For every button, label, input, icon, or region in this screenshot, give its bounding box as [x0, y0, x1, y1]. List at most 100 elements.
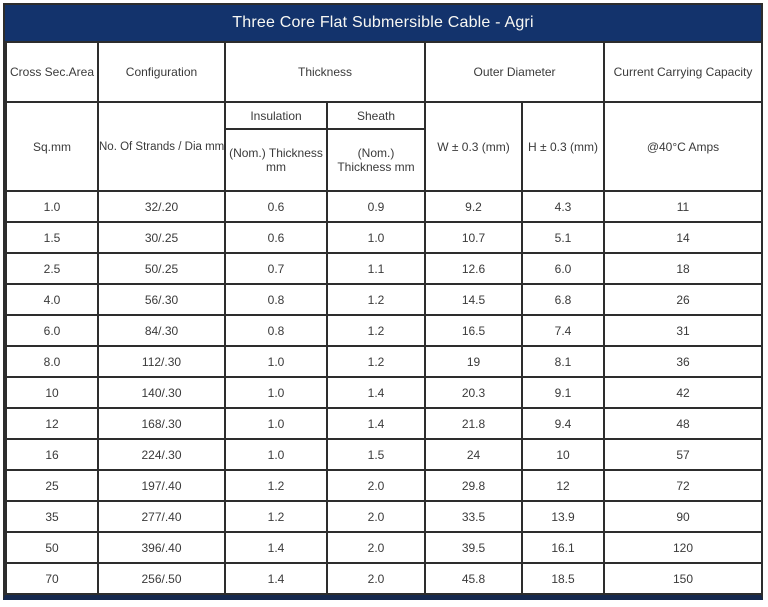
table-cell: 277/.40	[97, 500, 226, 533]
table-cell: 1.5	[5, 221, 99, 254]
table-cell: 1.4	[224, 562, 328, 595]
table-cell: 48	[603, 407, 763, 440]
table-cell: 1.0	[224, 407, 328, 440]
table-cell: 10.7	[424, 221, 523, 254]
table-cell: 112/.30	[97, 345, 226, 378]
table-cell: 32/.20	[97, 190, 226, 223]
table-cell: 35	[5, 500, 99, 533]
table-cell: 26	[603, 283, 763, 316]
table-cell: 2.0	[326, 562, 426, 595]
table-cell: 12	[521, 469, 605, 502]
table-cell: 12	[5, 407, 99, 440]
table-cell: 6.0	[521, 252, 605, 285]
table-cell: 1.0	[326, 221, 426, 254]
table-row: 16 224/.30 1.0 1.5 24 10 57	[5, 438, 763, 471]
table-cell: 6.0	[5, 314, 99, 347]
table-cell: 57	[603, 438, 763, 471]
header-height-tolerance: H ± 0.3 (mm)	[521, 101, 605, 192]
header-insulation: Insulation	[224, 101, 328, 130]
table-cell: 197/.40	[97, 469, 226, 502]
table-cell: 0.7	[224, 252, 328, 285]
table-cell: 1.0	[224, 345, 328, 378]
table-row: 4.0 56/.30 0.8 1.2 14.5 6.8 26	[5, 283, 763, 316]
header-amps: @40°C Amps	[603, 101, 763, 192]
header-row-top: Cross Sec.Area Configuration Thickness O…	[5, 41, 763, 103]
header-outer-diameter: Outer Diameter	[424, 41, 605, 103]
table-row: 70 256/.50 1.4 2.0 45.8 18.5 150	[5, 562, 763, 595]
table-cell: 14.5	[424, 283, 523, 316]
table-cell: 14	[603, 221, 763, 254]
table-cell: 16.1	[521, 531, 605, 564]
header-configuration: Configuration	[97, 41, 226, 103]
table-cell: 50/.25	[97, 252, 226, 285]
table-cell: 20.3	[424, 376, 523, 409]
table-row: 10 140/.30 1.0 1.4 20.3 9.1 42	[5, 376, 763, 409]
header-thickness: Thickness	[224, 41, 426, 103]
table-cell: 0.8	[224, 283, 328, 316]
table-cell: 1.4	[326, 407, 426, 440]
table-row: 1.5 30/.25 0.6 1.0 10.7 5.1 14	[5, 221, 763, 254]
table-cell: 1.2	[224, 469, 328, 502]
table-cell: 1.0	[224, 376, 328, 409]
table-cell: 7.4	[521, 314, 605, 347]
header-sq-mm: Sq.mm	[5, 101, 99, 192]
table-cell: 36	[603, 345, 763, 378]
table-row: 25 197/.40 1.2 2.0 29.8 12 72	[5, 469, 763, 502]
header-sheath-nom-thickness: (Nom.) Thickness mm	[326, 128, 426, 192]
table-cell: 4.0	[5, 283, 99, 316]
table-cell: 2.0	[326, 500, 426, 533]
table-cell: 18	[603, 252, 763, 285]
table-cell: 90	[603, 500, 763, 533]
table-cell: 72	[603, 469, 763, 502]
table-cell: 8.1	[521, 345, 605, 378]
table-cell: 56/.30	[97, 283, 226, 316]
table-cell: 19	[424, 345, 523, 378]
table-cell: 0.9	[326, 190, 426, 223]
table-body: 1.0 32/.20 0.6 0.9 9.2 4.3 11 1.5 30/.25 0.6 1.0 10…	[5, 190, 763, 595]
table-cell: 10	[5, 376, 99, 409]
table-cell: 84/.30	[97, 314, 226, 347]
table-cell: 0.6	[224, 190, 328, 223]
table-cell: 0.6	[224, 221, 328, 254]
table-cell: 2.0	[326, 469, 426, 502]
table-cell: 1.0	[224, 438, 328, 471]
table-row: 8.0 112/.30 1.0 1.2 19 8.1 36	[5, 345, 763, 378]
table-cell: 9.1	[521, 376, 605, 409]
datasheet-table: Three Core Flat Submersible Cable - Agri…	[3, 3, 763, 600]
table-row: 2.5 50/.25 0.7 1.1 12.6 6.0 18	[5, 252, 763, 285]
table-cell: 9.4	[521, 407, 605, 440]
table-cell: 16	[5, 438, 99, 471]
table-cell: 29.8	[424, 469, 523, 502]
table-cell: 24	[424, 438, 523, 471]
table-cell: 1.2	[326, 283, 426, 316]
header-cross-sec-area: Cross Sec.Area	[5, 41, 99, 103]
table-cell: 9.2	[424, 190, 523, 223]
header-strands-dia: No. Of Strands / Dia mm	[97, 101, 226, 192]
table-cell: 13.9	[521, 500, 605, 533]
table-row: 35 277/.40 1.2 2.0 33.5 13.9 90	[5, 500, 763, 533]
table-cell: 42	[603, 376, 763, 409]
table-row: 50 396/.40 1.4 2.0 39.5 16.1 120	[5, 531, 763, 564]
table-cell: 0.8	[224, 314, 328, 347]
table-row: 12 168/.30 1.0 1.4 21.8 9.4 48	[5, 407, 763, 440]
header-current-carrying-capacity: Current Carrying Capacity	[603, 41, 763, 103]
table-cell: 1.2	[326, 314, 426, 347]
table-row: 6.0 84/.30 0.8 1.2 16.5 7.4 31	[5, 314, 763, 347]
table-cell: 5.1	[521, 221, 605, 254]
table-cell: 1.2	[326, 345, 426, 378]
header-insulation-nom-thickness: (Nom.) Thickness mm	[224, 128, 328, 192]
table-cell: 6.8	[521, 283, 605, 316]
table-cell: 16.5	[424, 314, 523, 347]
table-cell: 224/.30	[97, 438, 226, 471]
table-cell: 4.3	[521, 190, 605, 223]
table-cell: 396/.40	[97, 531, 226, 564]
header-row-sub-1: Sq.mm No. Of Strands / Dia mm Insulation…	[5, 101, 763, 192]
spec-table: Cross Sec.Area Configuration Thickness O…	[5, 41, 763, 595]
table-cell: 1.5	[326, 438, 426, 471]
table-cell: 1.4	[224, 531, 328, 564]
table-cell: 50	[5, 531, 99, 564]
table-cell: 39.5	[424, 531, 523, 564]
table-cell: 10	[521, 438, 605, 471]
table-title: Three Core Flat Submersible Cable - Agri	[232, 14, 534, 31]
